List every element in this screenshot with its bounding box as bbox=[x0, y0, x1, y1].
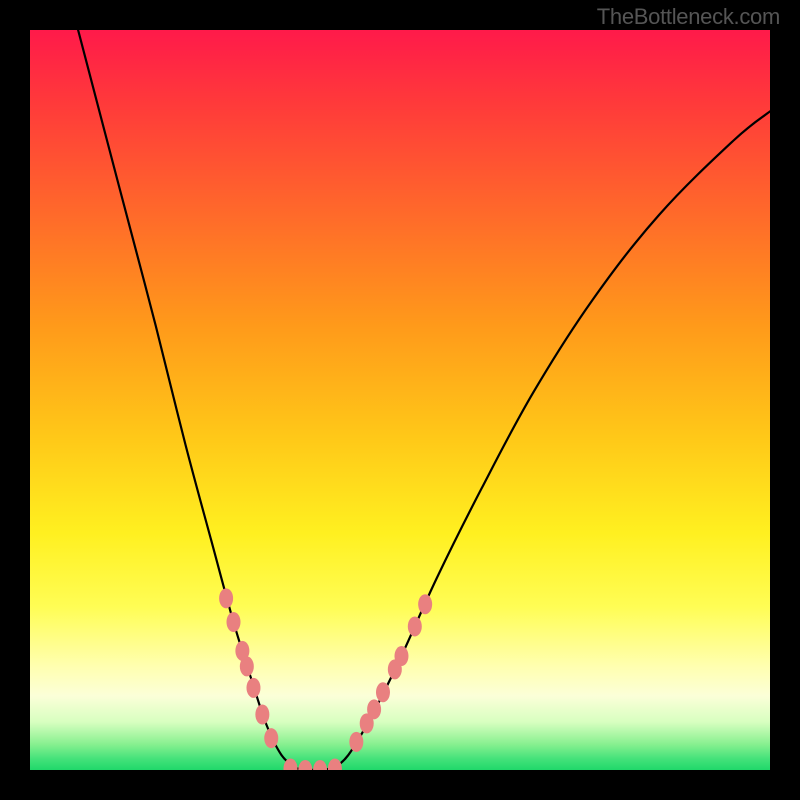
marker-dot bbox=[349, 732, 363, 752]
marker-dot bbox=[240, 656, 254, 676]
marker-dot bbox=[394, 646, 408, 666]
marker-dot bbox=[255, 705, 269, 725]
marker-dot bbox=[418, 594, 432, 614]
marker-dot bbox=[219, 588, 233, 608]
marker-dot bbox=[227, 612, 241, 632]
watermark: TheBottleneck.com bbox=[597, 4, 780, 30]
marker-dot bbox=[408, 616, 422, 636]
plot-area bbox=[30, 30, 770, 770]
marker-dot bbox=[246, 678, 260, 698]
bottleneck-chart bbox=[30, 30, 770, 770]
marker-dot bbox=[376, 682, 390, 702]
marker-dot bbox=[367, 699, 381, 719]
marker-dot bbox=[264, 728, 278, 748]
